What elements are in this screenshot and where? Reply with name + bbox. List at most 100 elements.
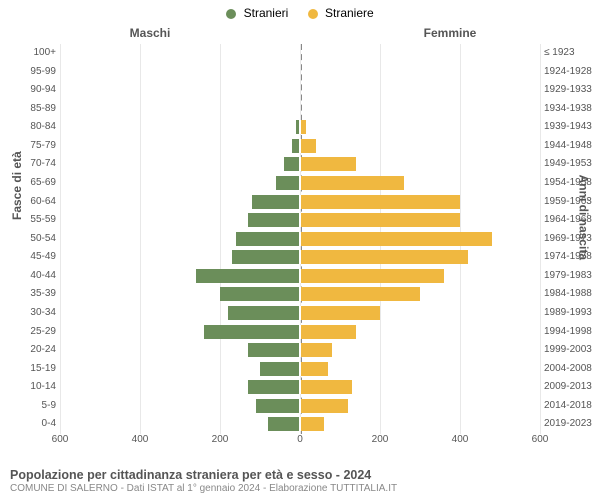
age-row: 20-241999-2003 (60, 341, 540, 360)
birth-year-label: 2004-2008 (544, 363, 600, 374)
birth-year-label: 1929-1933 (544, 84, 600, 95)
bar-male (260, 362, 300, 376)
bar-male (284, 157, 300, 171)
age-row: 70-741949-1953 (60, 155, 540, 174)
age-row: 95-991924-1928 (60, 63, 540, 82)
legend: Stranieri Straniere (0, 6, 600, 20)
legend-male-label: Stranieri (244, 6, 289, 20)
birth-year-label: 1969-1973 (544, 233, 600, 244)
age-row: 80-841939-1943 (60, 118, 540, 137)
age-label: 15-19 (0, 363, 56, 374)
legend-male-swatch (226, 9, 236, 19)
x-tick: 400 (452, 434, 469, 445)
age-label: 90-94 (0, 84, 56, 95)
legend-male: Stranieri (226, 6, 288, 20)
x-axis: 6004002000200400600 (60, 434, 540, 450)
bar-male (248, 380, 300, 394)
bar-female (300, 325, 356, 339)
age-row: 75-791944-1948 (60, 137, 540, 156)
bar-male (292, 139, 300, 153)
bar-female (300, 269, 444, 283)
bar-female (300, 120, 306, 134)
birth-year-label: 1994-1998 (544, 326, 600, 337)
age-label: 75-79 (0, 140, 56, 151)
birth-year-label: 2019-2023 (544, 418, 600, 429)
bar-male (228, 306, 300, 320)
x-tick: 200 (212, 434, 229, 445)
age-row: 45-491974-1978 (60, 248, 540, 267)
x-tick: 400 (132, 434, 149, 445)
birth-year-label: 2009-2013 (544, 381, 600, 392)
bar-male (268, 417, 300, 431)
age-row: 100+≤ 1923 (60, 44, 540, 63)
age-row: 65-691954-1958 (60, 174, 540, 193)
age-row: 15-192004-2008 (60, 360, 540, 379)
age-label: 70-74 (0, 158, 56, 169)
birth-year-label: 1989-1993 (544, 307, 600, 318)
x-tick: 200 (372, 434, 389, 445)
age-row: 90-941929-1933 (60, 81, 540, 100)
age-label: 100+ (0, 47, 56, 58)
age-label: 40-44 (0, 270, 56, 281)
x-tick: 600 (532, 434, 549, 445)
age-label: 95-99 (0, 66, 56, 77)
birth-year-label: 1974-1978 (544, 251, 600, 262)
age-label: 30-34 (0, 307, 56, 318)
bar-female (300, 157, 356, 171)
grid-line (540, 44, 541, 434)
age-row: 0-42019-2023 (60, 415, 540, 434)
bar-female (300, 343, 332, 357)
bar-female (300, 362, 328, 376)
bar-female (300, 380, 352, 394)
age-label: 85-89 (0, 103, 56, 114)
bar-male (196, 269, 300, 283)
bar-male (204, 325, 300, 339)
bar-female (300, 176, 404, 190)
legend-female-swatch (308, 9, 318, 19)
bar-male (276, 176, 300, 190)
bar-male (232, 250, 300, 264)
age-label: 60-64 (0, 196, 56, 207)
footer: Popolazione per cittadinanza straniera p… (10, 468, 590, 494)
age-row: 50-541969-1973 (60, 230, 540, 249)
age-label: 10-14 (0, 381, 56, 392)
chart-title: Popolazione per cittadinanza straniera p… (10, 468, 590, 482)
pyramid-chart: 100+≤ 192395-991924-192890-941929-193385… (60, 44, 540, 434)
age-label: 35-39 (0, 288, 56, 299)
bar-male (248, 213, 300, 227)
legend-female-label: Straniere (325, 6, 374, 20)
birth-year-label: 2014-2018 (544, 400, 600, 411)
age-label: 50-54 (0, 233, 56, 244)
birth-year-label: ≤ 1923 (544, 47, 600, 58)
bar-female (300, 232, 492, 246)
x-tick: 0 (297, 434, 303, 445)
age-row: 10-142009-2013 (60, 378, 540, 397)
age-row: 85-891934-1938 (60, 100, 540, 119)
bar-male (236, 232, 300, 246)
bar-female (300, 213, 460, 227)
bar-female (300, 417, 324, 431)
bar-female (300, 139, 316, 153)
age-label: 25-29 (0, 326, 56, 337)
bar-male (252, 195, 300, 209)
age-label: 65-69 (0, 177, 56, 188)
age-label: 5-9 (0, 400, 56, 411)
birth-year-label: 1984-1988 (544, 288, 600, 299)
age-row: 40-441979-1983 (60, 267, 540, 286)
birth-year-label: 1999-2003 (544, 344, 600, 355)
birth-year-label: 1924-1928 (544, 66, 600, 77)
birth-year-label: 1954-1958 (544, 177, 600, 188)
age-label: 80-84 (0, 121, 56, 132)
birth-year-label: 1959-1963 (544, 196, 600, 207)
age-row: 5-92014-2018 (60, 397, 540, 416)
birth-year-label: 1964-1968 (544, 214, 600, 225)
bar-female (300, 399, 348, 413)
bar-female (300, 250, 468, 264)
bar-female (300, 287, 420, 301)
age-label: 55-59 (0, 214, 56, 225)
age-row: 35-391984-1988 (60, 285, 540, 304)
birth-year-label: 1939-1943 (544, 121, 600, 132)
age-label: 20-24 (0, 344, 56, 355)
chart-subtitle: COMUNE DI SALERNO - Dati ISTAT al 1° gen… (10, 483, 590, 494)
age-row: 60-641959-1963 (60, 193, 540, 212)
